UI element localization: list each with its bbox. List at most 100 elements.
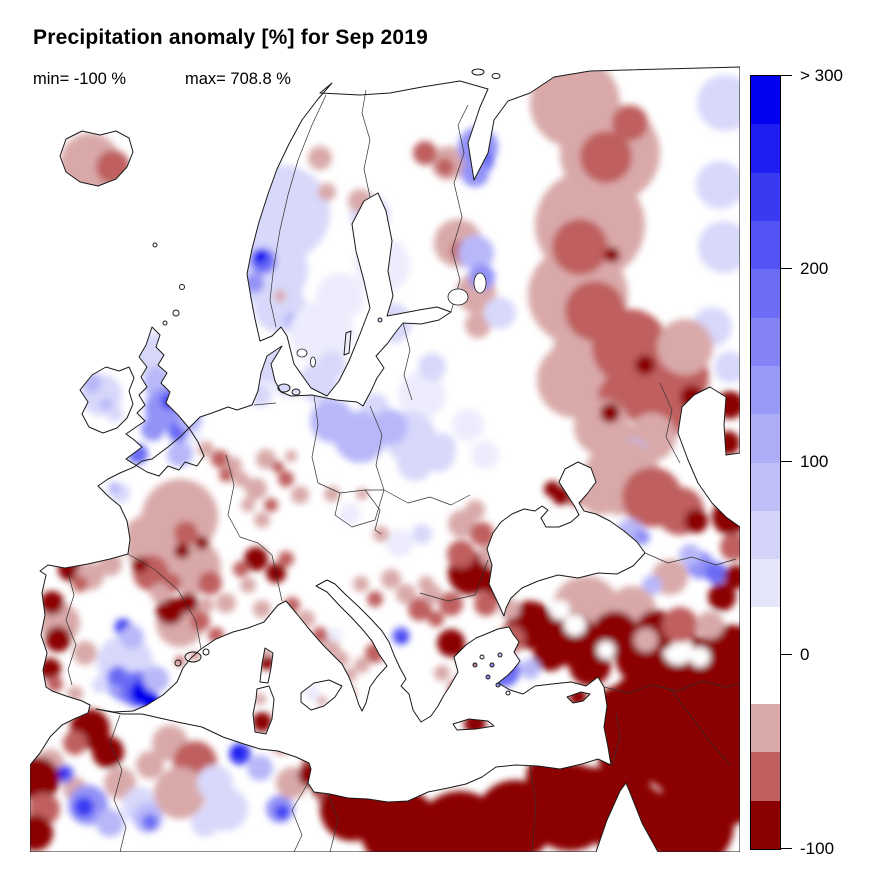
anomaly-blob — [174, 521, 198, 545]
anomaly-blob — [107, 666, 129, 688]
anomaly-blob — [108, 482, 120, 494]
cyprus-coastline — [566, 691, 591, 704]
anomaly-blob — [256, 449, 276, 469]
anomaly-blob — [73, 641, 97, 665]
anomaly-blob — [328, 628, 342, 642]
anomaly-blob — [30, 815, 53, 851]
orkney-islands — [162, 320, 168, 326]
anomaly-blob — [434, 665, 450, 681]
anomaly-blob — [240, 577, 256, 593]
anomaly-blob — [317, 696, 327, 706]
anomaly-blob — [724, 565, 740, 589]
anomaly-blob — [310, 399, 354, 443]
anomaly-blob — [662, 607, 698, 643]
anomaly-blob — [128, 444, 148, 464]
svalbard-island-b — [491, 73, 501, 79]
anomaly-blob — [67, 686, 83, 702]
menorca-island — [202, 648, 210, 656]
colorbar-segment — [751, 124, 780, 173]
colorbar-tick-label: 100 — [800, 452, 829, 471]
anomaly-field-layer — [30, 67, 740, 852]
europe-anomaly-map — [30, 66, 740, 852]
anomaly-blob — [318, 183, 336, 201]
anomaly-blob — [465, 312, 491, 338]
anomaly-blob — [45, 626, 71, 652]
anomaly-blob — [398, 634, 406, 642]
anomaly-blob — [254, 512, 270, 528]
anomaly-blob — [161, 355, 181, 375]
anomaly-blob — [246, 368, 258, 380]
anomaly-blob — [690, 647, 710, 667]
anomaly-blob — [339, 503, 361, 525]
anomaly-blob — [716, 391, 740, 419]
colorbar-tick — [780, 74, 792, 76]
anomaly-blob — [354, 657, 370, 673]
anomaly-blob — [104, 767, 136, 799]
aegean-island-4 — [485, 674, 491, 680]
anomaly-blob — [526, 753, 574, 801]
aland-islands — [377, 317, 383, 323]
anomaly-blob — [452, 409, 484, 441]
anomaly-blob — [580, 131, 632, 183]
anomaly-blob — [533, 637, 567, 671]
anomaly-blob — [474, 592, 498, 616]
anomaly-blob — [595, 700, 625, 730]
anomaly-blob — [291, 486, 309, 504]
anomaly-blob — [604, 247, 620, 263]
anomaly-blob — [484, 297, 516, 329]
anomaly-blob — [208, 627, 224, 643]
aegean-island-3 — [497, 652, 503, 658]
country-borders-layer — [65, 89, 740, 852]
funen-island — [291, 388, 301, 396]
corsica-coastline — [259, 647, 274, 684]
anomaly-blob — [142, 692, 160, 710]
anomaly-blob — [74, 797, 94, 817]
anomaly-blob — [716, 431, 740, 455]
anomaly-blob — [372, 409, 408, 445]
anomaly-blob — [413, 141, 437, 165]
anomaly-blob — [398, 371, 446, 419]
anomaly-blob — [132, 557, 148, 573]
anomaly-blob — [178, 593, 198, 613]
anomaly-blob — [136, 751, 164, 779]
colorbar-tick — [780, 654, 792, 656]
colorbar-segment — [751, 172, 780, 221]
colorbar-segment — [751, 559, 780, 608]
anomaly-blob — [692, 707, 740, 787]
ireland-coastline — [79, 366, 135, 434]
colorbar-segment — [751, 76, 780, 125]
anomaly-blob — [92, 736, 124, 768]
anomaly-blob — [470, 522, 494, 546]
anomaly-blob — [714, 351, 740, 383]
anomaly-blob — [233, 471, 249, 487]
lake-vattern — [310, 356, 316, 368]
anomaly-blob — [461, 159, 489, 187]
colorbar-segment — [751, 462, 780, 511]
anomaly-blob — [657, 319, 713, 375]
anomaly-blob — [219, 468, 233, 482]
anomaly-blob — [537, 342, 613, 418]
anomaly-blob — [600, 403, 620, 423]
colorbar-segment — [751, 704, 780, 753]
anomaly-blob — [437, 629, 465, 657]
min-max-stats: min= -100 % max= 708.8 % — [33, 70, 291, 89]
colorbar-tick-label: 0 — [800, 645, 810, 665]
anomaly-blob — [107, 406, 123, 422]
lake-onega — [473, 272, 487, 294]
anomaly-blob — [397, 445, 433, 481]
iceland-coastline — [59, 130, 134, 187]
anomaly-blob — [174, 543, 190, 559]
colorbar-segment — [751, 269, 780, 318]
anomaly-blob — [245, 478, 267, 500]
anomaly-blob — [597, 641, 615, 659]
anomaly-blob — [274, 290, 286, 302]
mainland-coastline — [30, 66, 740, 852]
colorbar-tick-label: > 300 — [800, 65, 844, 85]
anomaly-blob — [381, 569, 401, 589]
anomaly-blob — [634, 628, 658, 652]
lake-vanern — [296, 348, 308, 358]
anomaly-blob — [316, 273, 364, 321]
anomaly-blob — [98, 552, 122, 576]
jan-mayen-island — [152, 242, 158, 248]
anomaly-blob — [195, 536, 209, 550]
